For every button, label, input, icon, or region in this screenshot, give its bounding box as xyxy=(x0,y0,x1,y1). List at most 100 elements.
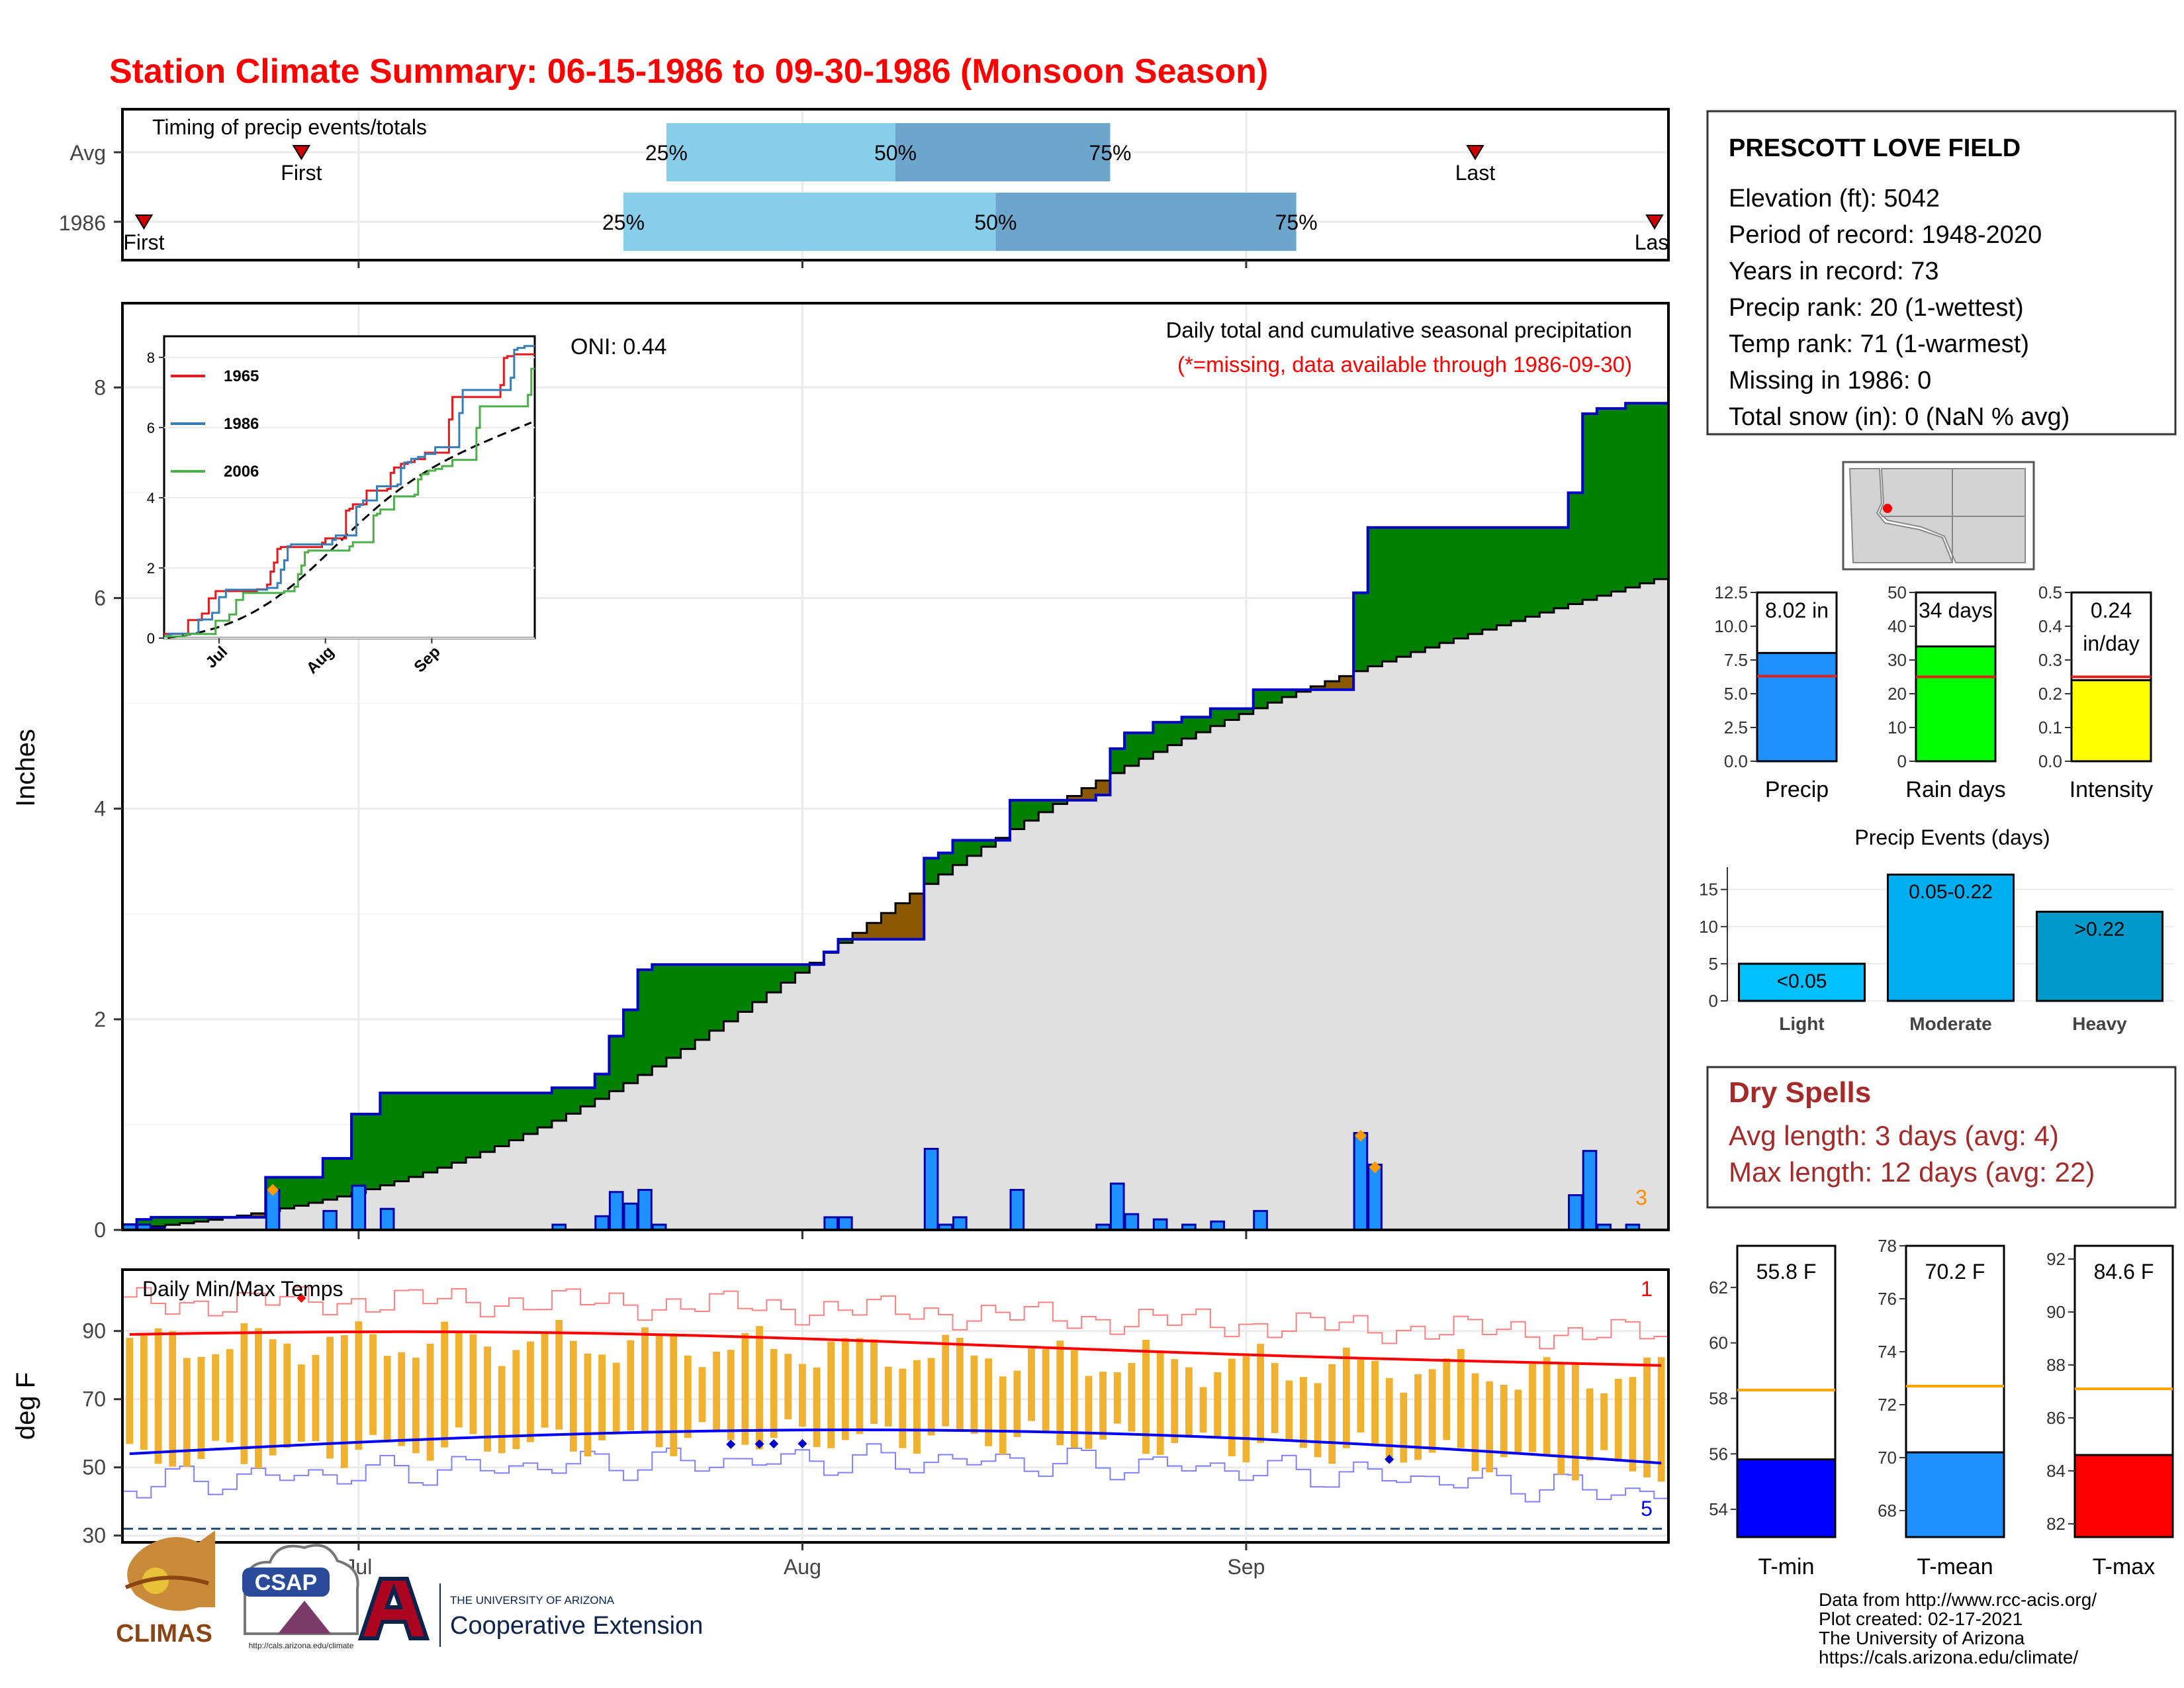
daily-precip-bar xyxy=(322,1209,338,1231)
avg-tmin-line xyxy=(129,1429,1662,1465)
record-low-marker xyxy=(797,1438,807,1448)
surplus-segment xyxy=(351,1114,367,1194)
timing-last-label: Last xyxy=(1455,161,1496,185)
uofa-line1: THE UNIVERSITY OF ARIZONA xyxy=(450,1594,615,1607)
timing-q75-label: 75% xyxy=(1275,211,1318,234)
surplus-segment xyxy=(695,964,710,1040)
events-category-label: Heavy xyxy=(2072,1013,2127,1034)
daily-temp-bar xyxy=(741,1333,749,1445)
surplus-segment xyxy=(1396,527,1412,657)
timing-last-label: Last xyxy=(1635,230,1675,254)
surplus-segment xyxy=(924,858,939,884)
precip-summary-y-tick-label: 10.0 xyxy=(1714,616,1748,636)
daily-temp-bar xyxy=(884,1366,892,1427)
surplus-segment xyxy=(1167,722,1183,745)
tmax-summary-y-tick-label: 88 xyxy=(2046,1355,2066,1375)
deficit-segment xyxy=(1324,681,1340,690)
timing-row-label-year: 1986 xyxy=(59,211,106,235)
surplus-segment xyxy=(1539,527,1555,613)
tmin-summary-y-tick-label: 62 xyxy=(1709,1278,1728,1297)
daily-temp-bar xyxy=(1156,1350,1164,1455)
daily-temp-bar xyxy=(426,1343,434,1461)
surplus-segment xyxy=(165,1217,181,1225)
surplus-segment xyxy=(322,1158,338,1200)
raindays-summary-y-tick-label: 40 xyxy=(1888,616,1907,636)
dry-spells-title: Dry Spells xyxy=(1729,1076,1871,1109)
credit-line-date: Plot created: 02-17-2021 xyxy=(1819,1609,2023,1629)
surplus-segment xyxy=(1138,733,1154,759)
daily-temp-bar xyxy=(1099,1372,1107,1440)
surplus-segment xyxy=(1553,527,1569,608)
surplus-segment xyxy=(1611,408,1626,592)
record-low-marker xyxy=(726,1439,736,1449)
daily-temp-bar xyxy=(1572,1363,1579,1481)
surplus-segment xyxy=(194,1217,209,1222)
timing-q50-label: 50% xyxy=(974,211,1017,234)
daily-temp-bar xyxy=(312,1354,320,1441)
raindays-summary-label: Rain days xyxy=(1905,777,2005,802)
dry-spells-box: Dry Spells Avg length: 3 days (avg: 4) M… xyxy=(1706,1066,2177,1209)
surplus-segment xyxy=(294,1177,309,1206)
csap-logo: CSAP http://cals.arizona.edu/climate xyxy=(242,1544,359,1650)
daily-temp-bar xyxy=(1214,1372,1222,1436)
daily-temp-bar xyxy=(297,1364,305,1442)
daily-temp-bar xyxy=(527,1341,534,1442)
daily-temp-bar xyxy=(627,1340,635,1431)
surplus-segment xyxy=(466,1093,481,1158)
precip-summary-y-tick-label: 2.5 xyxy=(1724,718,1748,737)
surplus-segment xyxy=(752,964,767,1002)
credit-line-univ: The University of Arizona xyxy=(1819,1628,2025,1648)
state-shapes xyxy=(1848,468,1954,563)
daily-temp-bar xyxy=(856,1338,864,1434)
record-low-marker xyxy=(769,1439,779,1449)
precip-summary-bar xyxy=(1756,651,1838,763)
daily-temp-bar xyxy=(713,1351,721,1430)
record-marker xyxy=(267,1184,279,1196)
inset-series-line xyxy=(164,345,535,637)
csap-url: http://cals.arizona.edu/climate xyxy=(249,1641,354,1650)
daily-temp-bar xyxy=(1028,1348,1035,1421)
daily-temp-bar xyxy=(498,1366,506,1454)
temp-series xyxy=(122,1286,1668,1530)
tmin-summary-y-tick-label: 58 xyxy=(1709,1388,1728,1408)
surplus-segment xyxy=(509,1093,524,1141)
intensity-summary-value-label: in/day xyxy=(2083,632,2139,655)
raindays-summary-y-tick-label: 30 xyxy=(1888,650,1907,670)
precip-legend-line2: (*=missing, data available through 1986-… xyxy=(1177,352,1632,377)
surplus-segment xyxy=(1353,592,1369,671)
record-max-line xyxy=(122,1286,1668,1350)
raindays-summary-value-label: 34 days xyxy=(1919,598,1993,622)
precip-y-tick-label: 4 xyxy=(94,797,106,821)
surplus-segment xyxy=(179,1217,195,1223)
record-min-line xyxy=(122,1443,1668,1503)
tmax-summary-y-tick-label: 86 xyxy=(2046,1408,2066,1428)
surplus-segment xyxy=(1439,527,1455,643)
inset-y-tick-label: 2 xyxy=(147,560,155,577)
daily-temp-bar xyxy=(1500,1384,1508,1458)
daily-temp-bar xyxy=(612,1362,620,1432)
daily-temp-bar xyxy=(1443,1358,1451,1440)
tmax-summary-bar xyxy=(2073,1454,2174,1538)
daily-temp-bar xyxy=(326,1336,334,1459)
surplus-segment xyxy=(523,1093,538,1135)
tmax-summary-y-tick-label: 92 xyxy=(2046,1249,2066,1269)
intensity-summary-y-tick-label: 0.0 xyxy=(2038,751,2062,771)
daily-temp-bar xyxy=(1271,1363,1279,1433)
surplus-segment xyxy=(780,964,796,983)
tmin-summary-value-label: 55.8 F xyxy=(1756,1260,1817,1284)
timing-first-marker xyxy=(134,214,154,230)
intensity-summary-y-tick-label: 0.5 xyxy=(2038,583,2062,602)
locator-map xyxy=(1842,461,2035,571)
daily-temp-bar xyxy=(655,1335,663,1448)
timing-last-marker xyxy=(1645,214,1664,230)
events-bar xyxy=(2036,910,2163,1002)
daily-precip-bar xyxy=(351,1184,367,1231)
surplus-segment xyxy=(394,1093,410,1182)
daily-temp-bar xyxy=(1471,1373,1479,1472)
surplus-segment xyxy=(623,1009,639,1084)
daily-temp-bar xyxy=(784,1354,792,1420)
precip-y-tick-label: 6 xyxy=(94,586,106,610)
surplus-segment xyxy=(1582,414,1598,600)
daily-precip-bar xyxy=(1367,1163,1383,1231)
